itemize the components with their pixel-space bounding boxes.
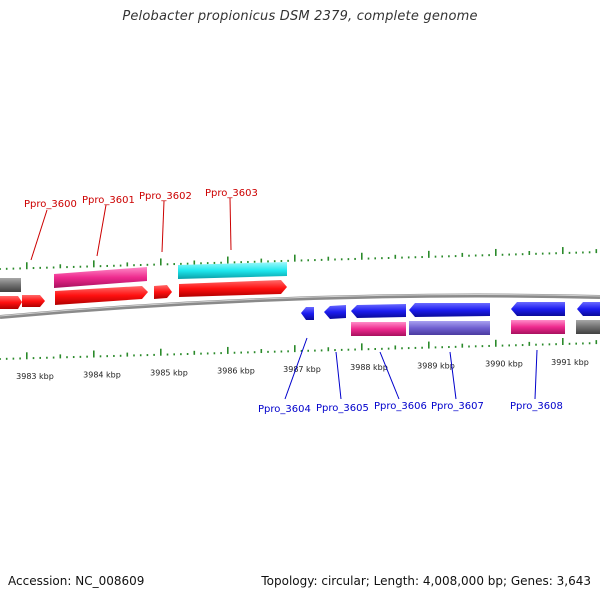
cyan-feature-ppro-3603[interactable] <box>178 262 287 279</box>
genome-info-text: Topology: circular; Length: 4,008,000 bp… <box>261 574 591 588</box>
top-gene-labels: Ppro_3600 Ppro_3601 Ppro_3602 Ppro_3603 <box>24 188 258 210</box>
gene-label-ppro-3605[interactable]: Ppro_3605 <box>316 403 369 414</box>
gene-arrow-ppro-3605[interactable] <box>324 305 346 319</box>
top-tick-row <box>0 247 598 270</box>
genome-backbone <box>0 293 600 319</box>
reverse-features <box>301 302 600 336</box>
gene-arrow-ppro-3601[interactable] <box>55 286 148 305</box>
pink-feature-ppro-3601[interactable] <box>54 267 147 288</box>
gene-label-ppro-3602[interactable]: Ppro_3602 <box>139 191 192 202</box>
gene-arrow-right-edge[interactable] <box>577 302 600 316</box>
gray-feature-left-top[interactable] <box>0 278 21 292</box>
gene-arrow-ppro-3602[interactable] <box>154 285 172 299</box>
forward-features <box>0 262 287 309</box>
gene-label-ppro-3603[interactable]: Ppro_3603 <box>205 188 258 199</box>
axis-tick-label: 3988 kbp <box>350 363 388 372</box>
gene-label-ppro-3607[interactable]: Ppro_3607 <box>431 401 484 412</box>
axis-tick-label: 3984 kbp <box>83 370 121 379</box>
axis-tick-label: 3987 kbp <box>283 365 321 374</box>
gene-label-ppro-3606[interactable]: Ppro_3606 <box>374 401 427 412</box>
axis-tick-label: 3990 kbp <box>485 360 523 369</box>
axis-tick-label: 3983 kbp <box>16 372 54 381</box>
gene-arrow-ppro-3604[interactable] <box>301 307 314 320</box>
gene-label-ppro-3604[interactable]: Ppro_3604 <box>258 404 311 415</box>
gray-feature-right-bottom[interactable] <box>576 320 600 334</box>
axis-tick-labels: 3983 kbp 3984 kbp 3985 kbp 3986 kbp 3987 kbp… <box>16 358 589 381</box>
gene-label-ppro-3601[interactable]: Ppro_3601 <box>82 195 135 206</box>
axis-tick-label: 3991 kbp <box>551 358 589 367</box>
axis-tick-label: 3985 kbp <box>150 368 188 377</box>
pink-feature-ppro-3606[interactable] <box>351 322 406 336</box>
gene-label-ppro-3608[interactable]: Ppro_3608 <box>510 401 563 412</box>
gene-arrow-ppro-3600b[interactable] <box>22 295 45 307</box>
gene-arrow-ppro-3603[interactable] <box>179 280 287 297</box>
genome-backbone-highlight <box>0 294 600 317</box>
gene-arrow-ppro-3600[interactable] <box>0 296 22 309</box>
gene-label-ppro-3600[interactable]: Ppro_3600 <box>24 199 77 210</box>
accession-text: Accession: NC_008609 <box>8 574 145 588</box>
bottom-gene-labels: Ppro_3604 Ppro_3605 Ppro_3606 Ppro_3607 … <box>258 401 563 415</box>
gene-label-leaders <box>30 197 538 400</box>
gene-arrow-ppro-3608[interactable] <box>511 302 565 316</box>
pink-feature-ppro-3608[interactable] <box>511 320 565 334</box>
bottom-tick-row <box>0 337 598 360</box>
axis-tick-label: 3989 kbp <box>417 361 455 370</box>
page-title: Pelobacter propionicus DSM 2379, complet… <box>122 9 478 24</box>
axis-tick-label: 3986 kbp <box>217 367 255 376</box>
purple-feature-ppro-3607[interactable] <box>409 321 490 335</box>
gene-arrow-ppro-3606[interactable] <box>351 304 406 318</box>
gene-arrow-ppro-3607[interactable] <box>409 303 490 317</box>
